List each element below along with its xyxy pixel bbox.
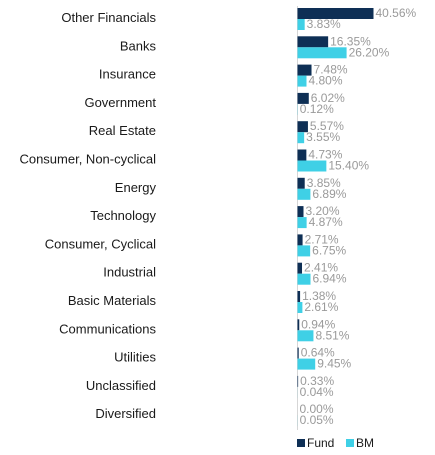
bm-value-label: 0.05% <box>300 413 334 427</box>
fund-bar <box>297 234 303 246</box>
bm-value-label: 0.04% <box>300 385 334 399</box>
fund-value-label: 1.38% <box>302 289 336 303</box>
category-label: Unclassified <box>86 378 156 393</box>
bm-bar <box>297 245 311 257</box>
category-label: Technology <box>90 208 156 223</box>
fund-value-label: 0.64% <box>301 346 335 360</box>
bm-value-label: 6.89% <box>312 187 346 201</box>
bm-value-label: 6.75% <box>312 243 346 257</box>
category-label: Utilities <box>114 350 156 365</box>
category-label: Communications <box>59 321 156 336</box>
fund-value-label: 16.35% <box>330 34 371 48</box>
category-label: Diversified <box>95 406 156 421</box>
bm-value-label: 26.20% <box>349 45 390 59</box>
fund-bar <box>297 262 303 274</box>
fund-bar <box>297 36 329 48</box>
category-label: Other Financials <box>61 10 156 25</box>
fund-bar <box>297 206 304 218</box>
bm-value-label: 2.61% <box>304 300 338 314</box>
fund-bar <box>297 121 308 133</box>
category-label: Energy <box>115 180 157 195</box>
fund-bar <box>297 291 301 302</box>
category-label: Consumer, Non-cyclical <box>19 152 156 167</box>
fund-value-label: 6.02% <box>311 91 345 105</box>
fund-bar <box>297 92 309 104</box>
category-label: Industrial <box>103 265 156 280</box>
bm-bar <box>297 273 311 285</box>
bm-bar <box>297 330 314 342</box>
fund-value-label: 7.48% <box>314 63 348 77</box>
category-label: Government <box>84 95 156 110</box>
fund-bar <box>297 8 374 19</box>
chart-rows: Other Financials 40.56% 3.83% Banks 16.35%26… <box>19 6 416 427</box>
legend-label-bm: BM <box>356 436 374 450</box>
bm-value-label: 0.12% <box>300 102 334 116</box>
bm-bar <box>297 47 347 59</box>
fund-value-label: 3.20% <box>305 204 339 218</box>
bm-value-label: 3.83% <box>307 17 341 31</box>
fund-bar <box>297 64 312 76</box>
fund-bar <box>297 319 300 331</box>
bm-bar <box>297 132 305 144</box>
bm-value-label: 9.45% <box>317 357 351 371</box>
bm-value-label: 4.87% <box>309 215 343 229</box>
fund-value-label: 5.57% <box>310 119 344 133</box>
bm-value-label: 4.80% <box>308 74 342 88</box>
fund-value-label: 0.00% <box>300 402 334 416</box>
bm-bar <box>297 160 327 172</box>
fund-value-label: 2.71% <box>305 232 339 246</box>
fund-bar <box>297 375 299 387</box>
fund-value-label: 4.73% <box>308 148 342 162</box>
fund-bar <box>297 149 307 161</box>
fund-bar <box>297 347 299 359</box>
fund-value-label: 2.41% <box>304 261 338 275</box>
bm-bar <box>297 19 305 30</box>
category-label: Banks <box>120 38 157 53</box>
bm-value-label: 6.94% <box>313 272 347 286</box>
bm-value-label: 3.55% <box>306 130 340 144</box>
bm-bar <box>297 217 307 229</box>
category-label: Insurance <box>99 67 156 82</box>
bm-bar <box>297 75 307 87</box>
bm-bar <box>297 302 303 313</box>
fund-value-label: 0.94% <box>301 317 335 331</box>
fund-bar <box>297 177 305 189</box>
category-label: Real Estate <box>89 123 156 138</box>
legend-swatch-bm <box>346 439 354 447</box>
fund-value-label: 0.33% <box>300 374 334 388</box>
legend-swatch-fund <box>297 439 305 447</box>
chart-legend: Fund BM <box>297 436 374 450</box>
bm-value-label: 15.40% <box>328 159 369 173</box>
fund-value-label: 3.85% <box>307 176 341 190</box>
category-label: Basic Materials <box>68 293 157 308</box>
fund-value-label: 40.56% <box>376 6 417 20</box>
bm-bar <box>297 358 316 370</box>
bm-bar <box>297 188 311 200</box>
category-label: Consumer, Cyclical <box>45 236 156 251</box>
bm-value-label: 8.51% <box>315 328 349 342</box>
legend-label-fund: Fund <box>307 436 334 450</box>
